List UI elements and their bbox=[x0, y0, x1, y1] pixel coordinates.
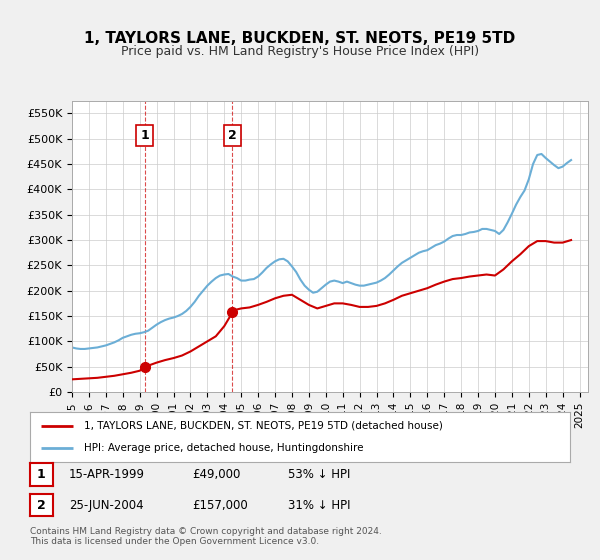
Text: Price paid vs. HM Land Registry's House Price Index (HPI): Price paid vs. HM Land Registry's House … bbox=[121, 45, 479, 58]
Text: 1: 1 bbox=[140, 129, 149, 142]
Text: 25-JUN-2004: 25-JUN-2004 bbox=[69, 498, 143, 512]
Text: £49,000: £49,000 bbox=[192, 468, 241, 481]
Text: 1, TAYLORS LANE, BUCKDEN, ST. NEOTS, PE19 5TD (detached house): 1, TAYLORS LANE, BUCKDEN, ST. NEOTS, PE1… bbox=[84, 421, 443, 431]
Text: 1: 1 bbox=[37, 468, 46, 481]
Text: Contains HM Land Registry data © Crown copyright and database right 2024.
This d: Contains HM Land Registry data © Crown c… bbox=[30, 526, 382, 546]
Text: 1, TAYLORS LANE, BUCKDEN, ST. NEOTS, PE19 5TD: 1, TAYLORS LANE, BUCKDEN, ST. NEOTS, PE1… bbox=[85, 31, 515, 46]
Text: 2: 2 bbox=[228, 129, 237, 142]
Text: 31% ↓ HPI: 31% ↓ HPI bbox=[288, 498, 350, 512]
Text: £157,000: £157,000 bbox=[192, 498, 248, 512]
Text: 2: 2 bbox=[37, 498, 46, 512]
Text: HPI: Average price, detached house, Huntingdonshire: HPI: Average price, detached house, Hunt… bbox=[84, 443, 364, 453]
Text: 15-APR-1999: 15-APR-1999 bbox=[69, 468, 145, 481]
Text: 53% ↓ HPI: 53% ↓ HPI bbox=[288, 468, 350, 481]
